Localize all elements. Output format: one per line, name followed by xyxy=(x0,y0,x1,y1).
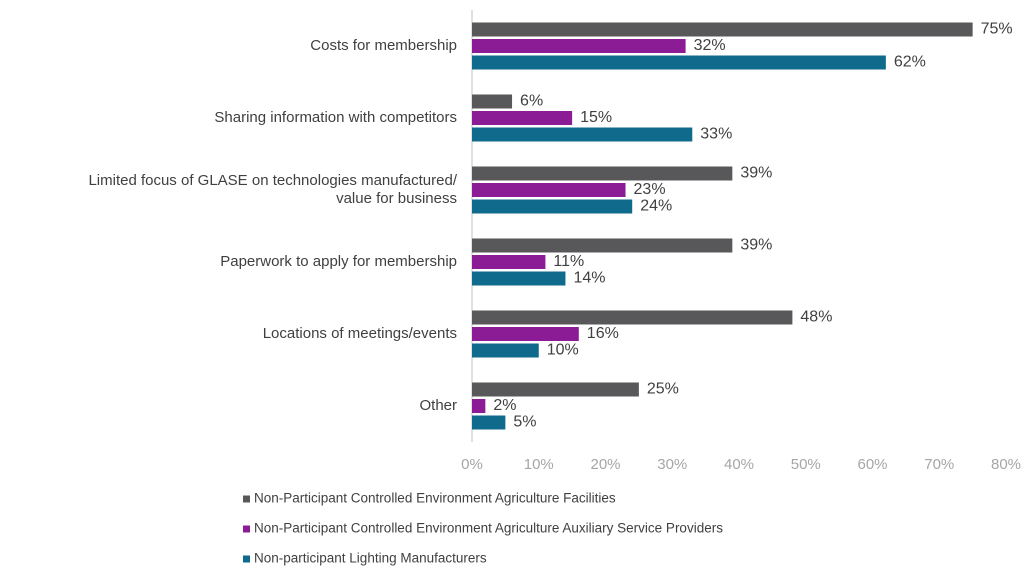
bar xyxy=(472,382,639,397)
value-label: 32% xyxy=(694,37,726,54)
category-label: Other xyxy=(419,397,457,414)
value-label: 39% xyxy=(740,165,772,182)
category-label: Locations of meetings/events xyxy=(263,325,457,342)
value-label: 16% xyxy=(587,325,619,342)
bar xyxy=(472,399,486,413)
bar xyxy=(472,94,513,109)
category-label: Paperwork to apply for membership xyxy=(220,253,457,270)
bar xyxy=(472,271,566,286)
x-tick-label: 50% xyxy=(791,456,821,473)
value-label: 6% xyxy=(520,93,543,110)
x-tick-label: 30% xyxy=(657,456,687,473)
category-label: Sharing information with competitors xyxy=(214,109,457,126)
bar xyxy=(472,166,733,181)
value-label: 10% xyxy=(547,342,579,359)
bar xyxy=(472,127,693,142)
value-label: 48% xyxy=(800,309,832,326)
x-tick-label: 0% xyxy=(461,456,483,473)
value-label: 33% xyxy=(700,126,732,143)
bar xyxy=(472,415,506,430)
legend-label: Non-participant Lighting Manufacturers xyxy=(254,551,487,566)
bar xyxy=(472,55,886,70)
value-label: 25% xyxy=(647,381,679,398)
value-label: 2% xyxy=(493,397,516,414)
bar xyxy=(472,327,579,341)
value-label: 11% xyxy=(553,253,584,270)
value-label: 23% xyxy=(634,181,666,198)
value-label: 39% xyxy=(740,237,772,254)
value-label: 5% xyxy=(513,414,536,431)
category-label: Costs for membership xyxy=(310,37,457,54)
legend-swatch xyxy=(243,525,250,533)
bar xyxy=(472,238,733,253)
legend-swatch xyxy=(243,555,250,563)
x-tick-label: 80% xyxy=(991,456,1021,473)
legend-swatch xyxy=(243,495,250,503)
bar xyxy=(472,111,573,125)
x-tick-label: 70% xyxy=(924,456,954,473)
x-tick-label: 20% xyxy=(590,456,620,473)
bar xyxy=(472,199,633,214)
value-label: 75% xyxy=(981,21,1013,38)
bar xyxy=(472,183,626,197)
legend-label: Non-Participant Controlled Environment A… xyxy=(254,491,616,506)
value-label: 14% xyxy=(573,270,605,287)
value-label: 62% xyxy=(894,54,926,71)
x-tick-label: 40% xyxy=(724,456,754,473)
value-label: 15% xyxy=(580,109,612,126)
category-label: Limited focus of GLASE on technologies m… xyxy=(88,172,457,207)
bar xyxy=(472,22,973,37)
legend-label: Non-Participant Controlled Environment A… xyxy=(254,521,723,536)
x-tick-label: 60% xyxy=(857,456,887,473)
bar xyxy=(472,310,793,325)
bar xyxy=(472,343,539,358)
x-tick-label: 10% xyxy=(524,456,554,473)
bar xyxy=(472,255,546,269)
bar xyxy=(472,39,686,53)
value-label: 24% xyxy=(640,198,672,215)
